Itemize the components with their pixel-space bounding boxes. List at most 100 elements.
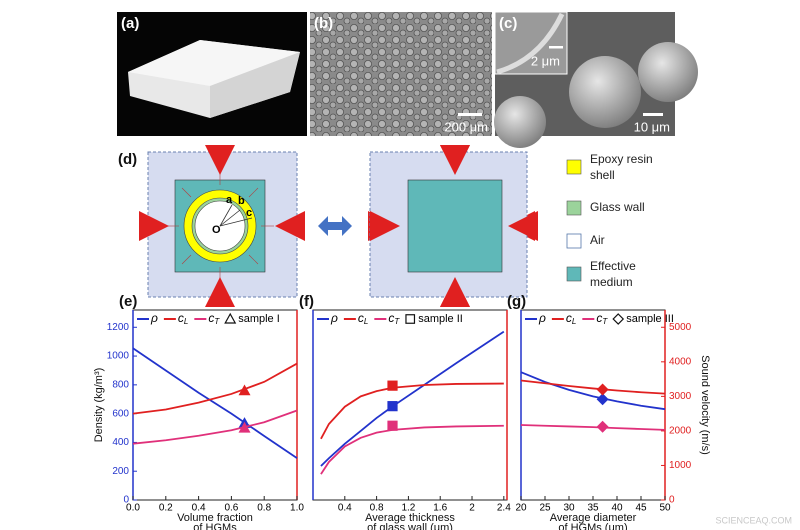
y2-tick-label: 4000 bbox=[669, 356, 692, 367]
panel-label: (a) bbox=[121, 15, 139, 32]
photo-a: (a) bbox=[117, 12, 307, 136]
legend-label: ρ bbox=[330, 311, 338, 325]
series-line bbox=[520, 379, 666, 395]
y2-tick-label: 5000 bbox=[669, 322, 692, 333]
x-tick-label: 0.8 bbox=[370, 503, 384, 514]
inset-scale-label: 2 μm bbox=[531, 53, 560, 68]
series-line bbox=[320, 382, 504, 440]
plot-frame bbox=[520, 309, 666, 501]
x-axis-label: Average diameter bbox=[550, 512, 637, 524]
plot-frame bbox=[312, 309, 508, 501]
x-tick-label: 0.6 bbox=[224, 503, 238, 514]
x-tick-label: 0.4 bbox=[338, 503, 352, 514]
x-tick-label: 1.2 bbox=[401, 503, 415, 514]
y-tick-label: 400 bbox=[112, 437, 129, 448]
series-line bbox=[320, 330, 505, 467]
y2-tick-label: 3000 bbox=[669, 391, 692, 402]
series-line bbox=[132, 409, 298, 445]
watermark: SCIENCEAQ.COM bbox=[715, 515, 792, 525]
panel-label: (d) bbox=[118, 151, 137, 168]
sample-marker bbox=[238, 384, 251, 396]
legend-marker bbox=[405, 314, 416, 324]
x-axis-label: Volume fraction bbox=[177, 512, 253, 524]
legend-label: sample I bbox=[238, 313, 280, 325]
plot-frame bbox=[132, 309, 298, 501]
legend-marker bbox=[224, 312, 237, 324]
legend-label: shell bbox=[590, 168, 615, 182]
y-tick-label: 1200 bbox=[107, 322, 130, 333]
legend-label: medium bbox=[590, 275, 633, 289]
x-tick-label: 2 bbox=[469, 503, 475, 514]
x-tick-label: 0.0 bbox=[126, 503, 140, 514]
x-tick-label: 0.4 bbox=[192, 503, 206, 514]
y-tick-label: 600 bbox=[112, 408, 129, 419]
x-axis-label: of HGMs (μm) bbox=[558, 522, 627, 530]
legend-label: ρ bbox=[538, 311, 546, 325]
x-tick-label: 50 bbox=[659, 503, 671, 514]
x-axis-label: Average thickness bbox=[365, 512, 455, 524]
legend-label: cT bbox=[208, 311, 220, 326]
legend-label: sample II bbox=[418, 313, 463, 325]
series-line bbox=[132, 347, 298, 459]
schematic-d: (d) a b c O bbox=[118, 145, 653, 307]
x-tick-label: 20 bbox=[515, 503, 527, 514]
series-line bbox=[320, 424, 504, 475]
x-tick-label: 40 bbox=[611, 503, 623, 514]
photo-b: 200 μm (b) bbox=[310, 12, 492, 136]
y-axis-label: Density (kg/m³) bbox=[93, 368, 105, 443]
y-tick-label: 0 bbox=[123, 495, 129, 506]
sample-marker bbox=[238, 421, 251, 433]
y-tick-label: 200 bbox=[112, 466, 129, 477]
sample-marker bbox=[387, 401, 398, 412]
photo-c: 2 μm 10 μm (c) bbox=[494, 11, 698, 148]
legend-label: Glass wall bbox=[590, 200, 645, 214]
series-line bbox=[520, 371, 666, 411]
panel-label: (g) bbox=[507, 293, 526, 310]
x-tick-label: 25 bbox=[539, 503, 551, 514]
x-tick-label: 30 bbox=[563, 503, 575, 514]
x-tick-label: 45 bbox=[635, 503, 647, 514]
legend-label: cL bbox=[358, 311, 368, 326]
y-tick-label: 1000 bbox=[107, 351, 130, 362]
y-tick-label: 800 bbox=[112, 379, 129, 390]
sample-marker bbox=[387, 420, 398, 431]
sample-marker bbox=[596, 393, 609, 406]
x-axis-label: of HGMs bbox=[193, 522, 237, 530]
x-axis-label: of glass wall (μm) bbox=[367, 522, 453, 530]
legend-label: cL bbox=[566, 311, 576, 326]
x-tick-label: 1.6 bbox=[433, 503, 447, 514]
x-tick-label: 0.8 bbox=[257, 503, 271, 514]
sample-marker bbox=[596, 383, 609, 396]
panel-label: (e) bbox=[119, 293, 137, 310]
center-label: O bbox=[212, 224, 221, 236]
legend-label: cL bbox=[178, 311, 188, 326]
radius-label: a bbox=[226, 194, 233, 206]
radius-label: c bbox=[246, 207, 252, 219]
legend-label: Epoxy resin bbox=[590, 152, 653, 166]
sample-marker bbox=[596, 420, 609, 433]
legend-label: Effective bbox=[590, 259, 636, 273]
y2-tick-label: 1000 bbox=[669, 460, 692, 471]
panel-label: (b) bbox=[314, 15, 333, 32]
scale-label: 10 μm bbox=[634, 119, 670, 134]
legend-label: cT bbox=[596, 311, 608, 326]
legend-marker bbox=[612, 313, 625, 325]
x-tick-label: 35 bbox=[587, 503, 599, 514]
legend-label: sample III bbox=[626, 313, 674, 325]
x-tick-label: 2.4 bbox=[497, 503, 511, 514]
legend-label: Air bbox=[590, 233, 605, 247]
scale-label: 200 μm bbox=[444, 119, 488, 134]
y2-axis-label: Sound velocity (m/s) bbox=[699, 355, 711, 455]
x-tick-label: 0.2 bbox=[159, 503, 173, 514]
legend-label: ρ bbox=[150, 311, 158, 325]
sample-marker bbox=[387, 380, 398, 391]
legend-label: cT bbox=[388, 311, 400, 326]
x-tick-label: 1.0 bbox=[290, 503, 304, 514]
y2-tick-label: 2000 bbox=[669, 426, 692, 437]
series-line bbox=[132, 362, 298, 415]
radius-label: b bbox=[238, 195, 245, 207]
panel-label: (f) bbox=[299, 293, 314, 310]
y2-tick-label: 0 bbox=[669, 495, 675, 506]
series-line bbox=[520, 424, 666, 431]
